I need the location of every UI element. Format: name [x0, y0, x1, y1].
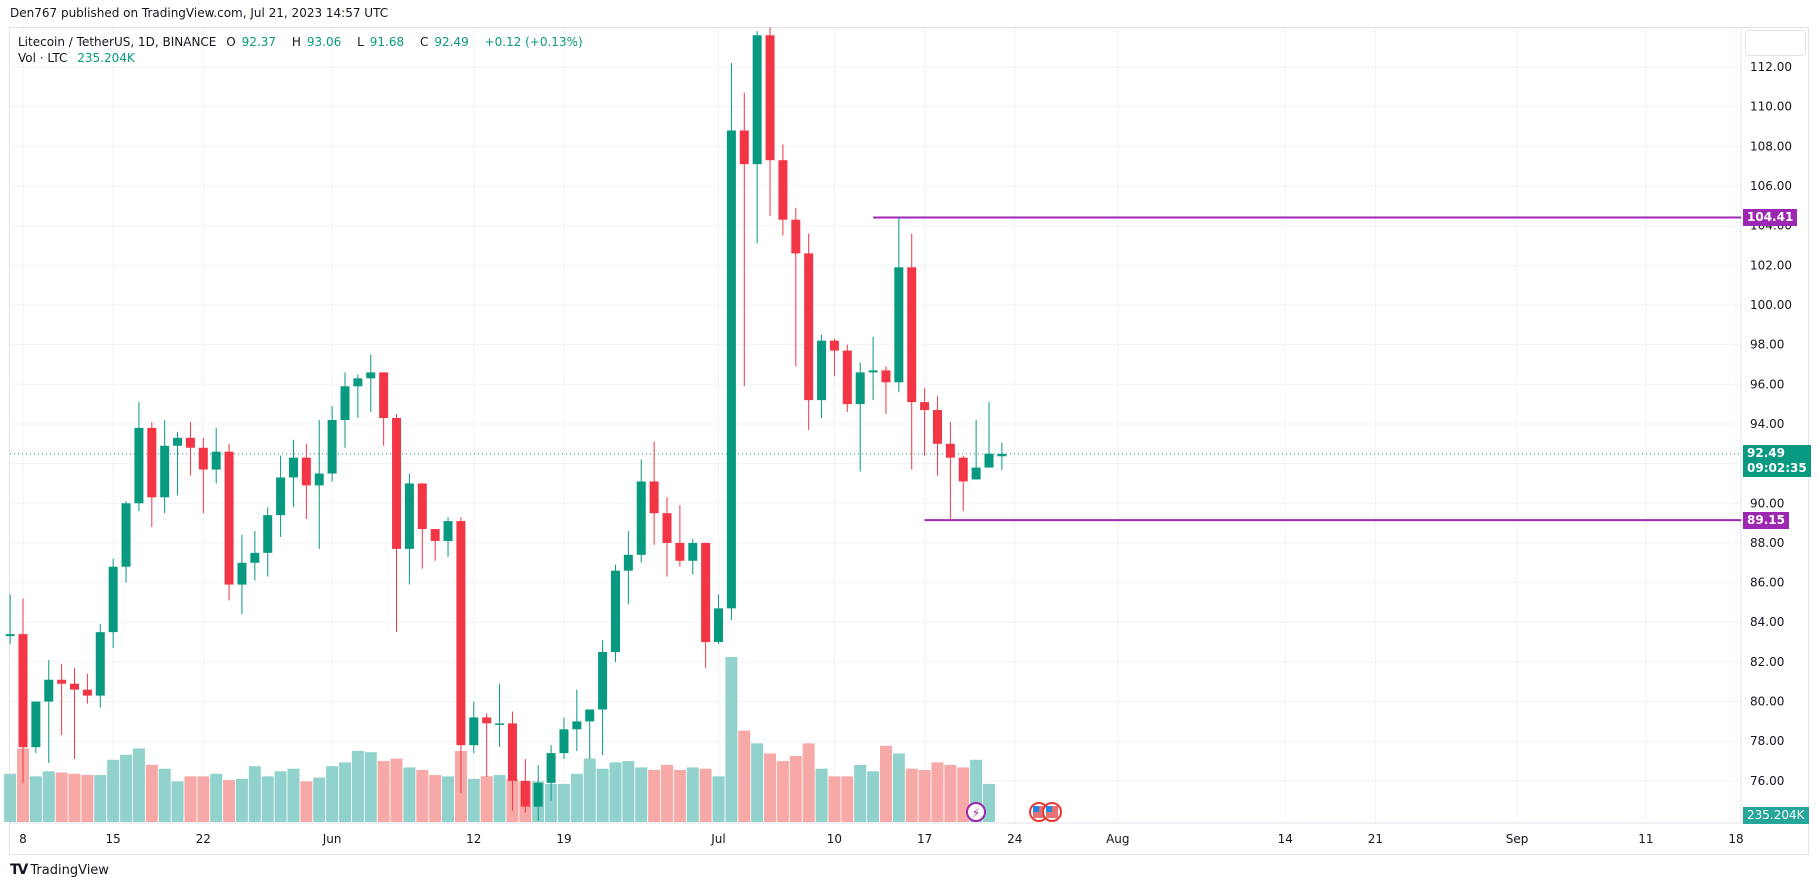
svg-text:86.00: 86.00: [1750, 576, 1784, 590]
svg-text:12: 12: [466, 832, 481, 846]
volume-label[interactable]: Vol · LTC: [18, 51, 68, 65]
close-label: C: [419, 35, 429, 49]
symbol-label[interactable]: Litecoin / TetherUS, 1D, BINANCE: [18, 35, 217, 49]
svg-text:110.00: 110.00: [1750, 100, 1792, 114]
chart-legend: Litecoin / TetherUS, 1D, BINANCE O 92.37 …: [18, 34, 589, 66]
brand-name[interactable]: TradingView: [30, 862, 109, 878]
current-price-value: 92.49: [1747, 446, 1785, 461]
svg-text:78.00: 78.00: [1750, 734, 1784, 748]
ohlc-row: Litecoin / TetherUS, 1D, BINANCE O 92.37 …: [18, 34, 589, 50]
svg-text:22: 22: [196, 832, 211, 846]
svg-text:15: 15: [106, 832, 121, 846]
event-markers[interactable]: ⚡: [966, 802, 1062, 822]
horizontal-levels[interactable]: [10, 216, 1741, 522]
svg-text:102.00: 102.00: [1750, 258, 1792, 272]
svg-text:112.00: 112.00: [1750, 60, 1792, 74]
resistance-price-tag: 104.41: [1743, 209, 1798, 226]
open-value: 92.37: [241, 35, 277, 49]
svg-text:⚡: ⚡: [972, 806, 980, 820]
tradingview-logo-icon[interactable]: TV: [10, 862, 28, 878]
bar-countdown: 09:02:35: [1747, 461, 1807, 476]
svg-text:21: 21: [1368, 832, 1383, 846]
svg-text:106.00: 106.00: [1750, 179, 1792, 193]
support-price-tag: 89.15: [1743, 511, 1789, 529]
svg-text:8: 8: [19, 832, 27, 846]
svg-text:100.00: 100.00: [1750, 298, 1792, 312]
low-label: L: [357, 35, 364, 49]
time-axis[interactable]: 8 15 22 Jun 12 19 Jul 10 17 24 Aug 14 21 Sep 11 18: [19, 832, 1744, 846]
svg-text:17: 17: [917, 832, 932, 846]
svg-text:94.00: 94.00: [1750, 417, 1784, 431]
high-label: H: [291, 35, 301, 49]
published-info: Den767 published on TradingView.com, Jul…: [10, 6, 389, 20]
candlesticks: [5, 27, 1007, 821]
scale-settings-box[interactable]: [1745, 30, 1806, 56]
chart-frame: [9, 27, 1809, 855]
svg-text:24: 24: [1007, 832, 1022, 846]
svg-text:Jul: Jul: [710, 832, 725, 846]
svg-text:88.00: 88.00: [1750, 536, 1784, 550]
svg-text:76.00: 76.00: [1750, 774, 1784, 788]
price-axis[interactable]: 76.00 78.00 80.00 82.00 84.00 86.00 88.00 90.00…: [1750, 60, 1792, 788]
low-value: 91.68: [369, 35, 405, 49]
svg-text:90.00: 90.00: [1750, 496, 1784, 510]
svg-text:19: 19: [556, 832, 571, 846]
footer: TV TradingView: [10, 862, 109, 878]
svg-text:Jun: Jun: [322, 832, 342, 846]
svg-text:Sep: Sep: [1506, 832, 1529, 846]
volume-tag: 235.204K: [1743, 807, 1809, 824]
open-label: O: [226, 35, 236, 49]
change-value: +0.12 (+0.13%): [484, 35, 583, 49]
svg-text:108.00: 108.00: [1750, 139, 1792, 153]
current-price-tag: 92.49 09:02:35: [1743, 445, 1811, 478]
svg-text:Aug: Aug: [1106, 832, 1129, 846]
volume-row: Vol · LTC 235.204K: [18, 50, 589, 66]
svg-text:11: 11: [1638, 832, 1653, 846]
high-value: 93.06: [306, 35, 342, 49]
svg-text:80.00: 80.00: [1750, 695, 1784, 709]
close-value: 92.49: [434, 35, 469, 49]
svg-text:14: 14: [1278, 832, 1293, 846]
svg-text:18: 18: [1728, 832, 1743, 846]
svg-text:10: 10: [827, 832, 842, 846]
volume-bars: [4, 657, 995, 822]
volume-value: 235.204K: [77, 51, 135, 65]
svg-text:82.00: 82.00: [1750, 655, 1784, 669]
svg-text:84.00: 84.00: [1750, 615, 1784, 629]
grid-lines: [10, 28, 1808, 824]
svg-text:98.00: 98.00: [1750, 338, 1784, 352]
svg-text:96.00: 96.00: [1750, 377, 1784, 391]
